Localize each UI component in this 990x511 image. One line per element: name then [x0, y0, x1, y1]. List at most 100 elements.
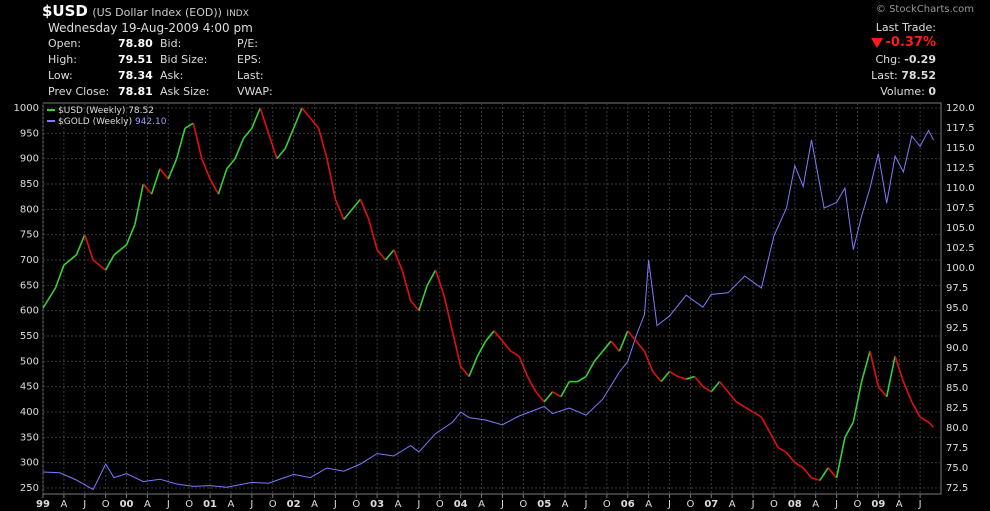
x-tick-label: A [60, 499, 67, 510]
x-tick-label: J [584, 499, 588, 510]
right-tick-label: 87.5 [946, 363, 968, 374]
right-tick-label: 117.5 [946, 123, 975, 134]
right-tick-label: 77.5 [946, 443, 968, 454]
x-tick-label: 03 [370, 499, 384, 510]
x-tick-label: J [249, 499, 253, 510]
right-tick-label: 90.0 [946, 343, 968, 354]
right-tick-label: 120.0 [946, 103, 975, 114]
x-tick-label: O [854, 499, 862, 510]
usd-series-segment [585, 360, 596, 377]
usd-series-segment [877, 386, 888, 398]
usd-series-segment [284, 127, 295, 149]
usd-series-segment [744, 406, 754, 413]
x-tick-label: A [144, 499, 151, 510]
x-tick-label: A [311, 499, 318, 510]
open-label: Open: [48, 37, 82, 50]
x-tick-label: O [269, 499, 277, 510]
left-tick-label: 550 [20, 331, 39, 342]
usd-series-segment [409, 300, 420, 312]
usd-series-segment [560, 381, 570, 398]
usd-series-segment [351, 198, 362, 210]
left-tick-label: 350 [20, 432, 39, 443]
right-tick-label: 100.0 [946, 263, 975, 274]
x-tick-label: O [436, 499, 444, 510]
usd-series-segment [134, 183, 145, 225]
x-tick-label: 09 [871, 499, 885, 510]
x-tick-label: 06 [621, 499, 635, 510]
usd-series-segment [802, 467, 813, 479]
x-tick-label: J [166, 499, 170, 510]
usd-series-segment [104, 254, 115, 271]
usd-series-segment [526, 376, 537, 393]
low-value: 78.34 [118, 69, 153, 82]
right-tick-label: 75.0 [946, 463, 968, 474]
usd-series-segment [777, 446, 787, 454]
usd-series-segment [911, 401, 921, 418]
x-tick-label: J [751, 499, 755, 510]
x-tick-label: 99 [36, 499, 50, 510]
usd-series-segment [384, 249, 395, 261]
gold-series-line [42, 129, 934, 491]
left-tick-label: 800 [20, 204, 39, 215]
usd-series-segment [368, 219, 378, 251]
x-tick-label: A [562, 499, 569, 510]
volume-row: Volume: 0 [880, 85, 936, 98]
usd-series-segment [84, 234, 94, 261]
grid-lines [42, 103, 941, 494]
usd-series-segment [844, 421, 854, 438]
ask-size-label: Ask Size: [160, 85, 210, 98]
usd-series-segment [401, 269, 412, 301]
last-trade-label: Last Trade: [875, 21, 936, 34]
usd-series-segment [301, 107, 311, 119]
usd-series-segment [769, 431, 779, 448]
usd-series-segment [54, 264, 65, 289]
usd-series-segment [42, 287, 57, 309]
open-value: 78.80 [118, 37, 153, 50]
chart-title: $USD (US Dollar Index (EOD)) INDX [42, 2, 249, 20]
usd-series-segment [919, 416, 929, 423]
usd-series-segment [719, 381, 729, 393]
prev-close-label: Prev Close: [48, 85, 110, 98]
left-tick-label: 500 [20, 356, 39, 367]
last-label: Last: [237, 69, 264, 82]
legend-entry: $GOLD (Weekly) 942.10 [58, 117, 167, 127]
right-tick-label: 80.0 [946, 423, 968, 434]
usd-series-segment [819, 467, 829, 481]
usd-series-segment [343, 208, 353, 220]
x-tick-label: 00 [120, 499, 134, 510]
pe-label: P/E: [237, 37, 258, 50]
chg-row: Chg: -0.29 [875, 53, 936, 66]
ask-label: Ask: [160, 69, 184, 82]
x-tick-label: A [645, 499, 652, 510]
x-tick-label: O [102, 499, 110, 510]
usd-series-segment [468, 355, 479, 377]
usd-series-segment [451, 330, 462, 367]
usd-series-segment [535, 391, 545, 403]
x-axis: 99 A J O 00 A J O 01 A J O 02 A J O 03 A J O 04 A J O 05 A J O 06 A J O… [36, 494, 922, 510]
x-tick-label: 07 [704, 499, 718, 510]
usd-series-segment [251, 107, 261, 129]
usd-series-segment [602, 340, 612, 352]
usd-series-segment [292, 107, 303, 129]
x-tick-label: 05 [537, 499, 551, 510]
right-tick-label: 115.0 [946, 143, 975, 154]
high-label: High: [48, 53, 77, 66]
right-tick-label: 85.0 [946, 383, 968, 394]
last-trade-change: -0.37% [870, 35, 936, 50]
down-arrow-icon [870, 38, 883, 48]
right-tick-label: 82.5 [946, 403, 968, 414]
usd-series-segment [209, 178, 220, 195]
usd-series-segment [627, 330, 637, 342]
usd-series-segment [710, 381, 721, 393]
usd-series-segment [476, 340, 487, 357]
x-tick-label: J [416, 499, 420, 510]
last-row: Last: 78.52 [871, 69, 936, 82]
usd-series-segment [618, 330, 629, 352]
symbol: $USD [42, 2, 88, 20]
usd-series-segment [827, 467, 838, 479]
legend-entry: $USD (Weekly) 78.52 [58, 106, 154, 116]
right-tick-label: 102.5 [946, 243, 975, 254]
usd-series-segment [593, 350, 604, 362]
usd-series-segment [727, 391, 737, 403]
